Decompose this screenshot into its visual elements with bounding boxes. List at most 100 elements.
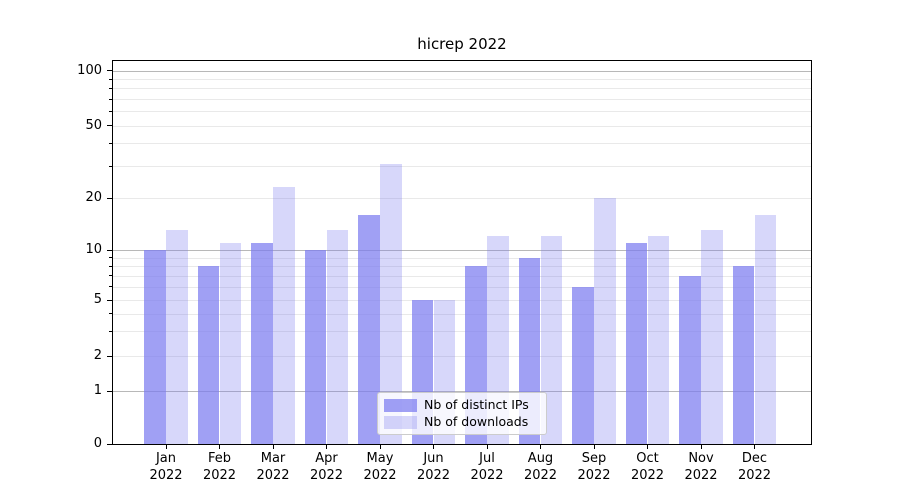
bar-downloads-oct xyxy=(647,236,670,444)
y-axis-minor-tick xyxy=(109,165,112,167)
gridline-minor xyxy=(112,286,811,288)
gridline-minor xyxy=(112,257,811,259)
x-tick-label: Nov 2022 xyxy=(684,451,718,483)
x-axis-tick xyxy=(379,445,381,449)
x-tick-label: Jun 2022 xyxy=(416,451,451,483)
y-axis-tick xyxy=(107,249,112,251)
bar-downloads-mar xyxy=(273,187,295,444)
gridline-major xyxy=(112,391,811,392)
gridline-minor xyxy=(112,125,811,127)
bar-distinct-ips-nov xyxy=(679,275,701,444)
y-axis-tick xyxy=(107,125,112,127)
y-axis-minor-tick xyxy=(109,87,112,89)
y-tick-label: 2 xyxy=(93,348,102,363)
gridline-minor xyxy=(112,331,811,333)
x-axis-tick xyxy=(540,445,541,449)
bar-distinct-ips-feb xyxy=(197,266,220,444)
gridline-minor xyxy=(112,88,811,90)
y-axis-minor-tick xyxy=(109,313,112,315)
y-axis-tick xyxy=(107,390,112,392)
y-axis-minor-tick xyxy=(109,330,112,332)
gridline-minor xyxy=(112,111,811,113)
bar-downloads-dec xyxy=(754,214,777,444)
x-axis-tick xyxy=(326,445,327,449)
x-axis-tick xyxy=(433,445,434,449)
bar-distinct-ips-jan xyxy=(144,250,166,444)
x-tick-label: Aug 2022 xyxy=(523,451,558,483)
bar-distinct-ips-sep xyxy=(572,286,594,444)
y-tick-label: 50 xyxy=(85,117,102,133)
x-tick-label: May 2022 xyxy=(363,451,397,483)
legend: Nb of distinct IPs Nb of downloads xyxy=(377,392,547,435)
legend-entry-distinct-ips: Nb of distinct IPs xyxy=(384,398,539,412)
spine-top xyxy=(112,60,812,61)
x-axis-tick xyxy=(272,445,274,449)
x-tick-label: Jan 2022 xyxy=(149,451,183,483)
gridline-minor xyxy=(112,198,811,200)
bar-downloads-may xyxy=(380,163,402,444)
bar-downloads-nov xyxy=(701,230,723,444)
y-axis-minor-tick xyxy=(109,98,112,100)
legend-swatch-distinct-ips-icon xyxy=(384,398,417,412)
y-axis-tick xyxy=(107,443,112,445)
bar-distinct-ips-apr xyxy=(304,250,327,444)
bar-distinct-ips-may xyxy=(358,214,380,444)
legend-label-distinct-ips: Nb of distinct IPs xyxy=(424,397,529,412)
bar-distinct-ips-mar xyxy=(251,242,273,444)
bar-distinct-ips-oct xyxy=(625,242,648,444)
spine-left xyxy=(112,60,113,445)
gridline-minor xyxy=(112,275,811,277)
x-tick-label: Mar 2022 xyxy=(256,451,290,483)
gridline-minor xyxy=(112,266,811,268)
bar-distinct-ips-dec xyxy=(732,266,755,444)
gridline-minor xyxy=(112,356,811,357)
bar-downloads-apr xyxy=(326,230,349,444)
x-tick-label: Feb 2022 xyxy=(202,451,237,483)
y-tick-label: 20 xyxy=(85,190,102,206)
y-axis-tick xyxy=(107,355,112,357)
x-tick-label: Jul 2022 xyxy=(470,451,504,483)
y-axis-minor-tick xyxy=(109,78,112,80)
gridline-minor xyxy=(112,300,811,301)
y-axis-tick xyxy=(107,197,112,199)
y-axis-minor-tick xyxy=(109,110,112,112)
bar-downloads-feb xyxy=(219,242,242,444)
legend-swatch-downloads-icon xyxy=(384,415,417,429)
gridline-minor xyxy=(112,143,811,145)
y-tick-label: 1 xyxy=(93,383,102,398)
y-tick-label: 0 xyxy=(93,436,102,451)
gridline-major xyxy=(112,70,811,72)
gridline-minor xyxy=(112,79,811,81)
x-axis-tick xyxy=(647,445,648,449)
y-axis-minor-tick xyxy=(109,142,112,144)
gridline-minor xyxy=(112,99,811,100)
y-tick-label: 100 xyxy=(77,62,102,78)
y-tick-label: 5 xyxy=(93,292,102,307)
x-tick-label: Sep 2022 xyxy=(577,451,611,483)
y-axis-minor-tick xyxy=(109,286,112,288)
legend-entry-downloads: Nb of downloads xyxy=(384,415,539,429)
x-tick-label: Apr 2022 xyxy=(309,451,344,483)
x-axis-tick xyxy=(700,445,702,449)
x-tick-label: Oct 2022 xyxy=(630,451,665,483)
y-tick-label: 10 xyxy=(85,242,102,257)
x-axis-tick xyxy=(754,445,755,449)
gridline-minor xyxy=(112,313,811,315)
spine-bottom xyxy=(112,444,812,445)
bar-downloads-jan xyxy=(166,230,188,444)
gridline-minor xyxy=(112,166,811,168)
x-tick-label: Dec 2022 xyxy=(737,451,772,483)
y-axis-minor-tick xyxy=(109,257,112,259)
y-axis-tick xyxy=(107,299,112,301)
bar-downloads-sep xyxy=(594,198,616,444)
legend-label-downloads: Nb of downloads xyxy=(424,414,529,429)
x-axis-tick xyxy=(486,445,488,449)
spine-right xyxy=(811,60,812,445)
x-axis-tick xyxy=(593,445,595,449)
y-axis-minor-tick xyxy=(109,265,112,267)
y-axis-tick xyxy=(107,70,112,72)
x-axis-tick xyxy=(219,445,220,449)
y-axis-minor-tick xyxy=(109,275,112,277)
